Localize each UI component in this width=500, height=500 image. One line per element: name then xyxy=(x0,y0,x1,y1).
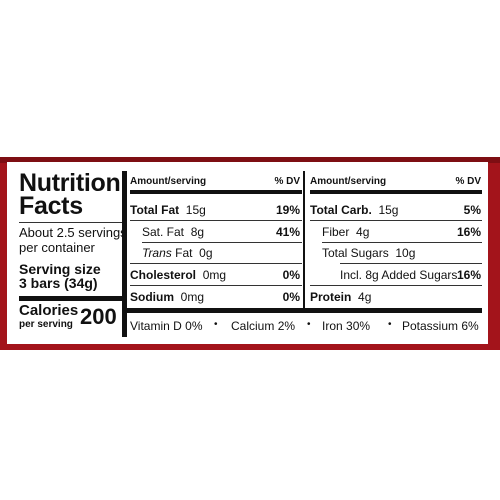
nutrient-name: Fiber xyxy=(322,225,350,239)
nutrient-amount: 0mg xyxy=(202,268,227,282)
bullet-separator: • xyxy=(307,319,311,330)
nutrient-name: Protein xyxy=(310,290,352,304)
nutrient-name: Total Sugars xyxy=(322,246,389,260)
table-vertical-rule xyxy=(303,171,305,310)
nutrient-name: Incl. 8g Added Sugars xyxy=(340,268,458,282)
row-divider xyxy=(310,285,482,286)
servings-per-container: About 2.5 servings per container xyxy=(19,225,127,255)
nutrient-amount: 4g xyxy=(356,225,370,239)
calories-top-rule xyxy=(19,296,122,301)
nutrition-label: Nutrition Facts About 2.5 servings per c… xyxy=(7,162,488,344)
serving-size-value: 3 bars (34g) xyxy=(19,275,98,291)
nutrient-amount: 8g xyxy=(190,225,205,239)
nutrient-cholesterol: Cholesterol 0mg xyxy=(130,268,226,282)
nutrient-trans-fat: Trans Fat 0g xyxy=(142,246,213,260)
right-header-dv: % DV xyxy=(455,176,481,187)
sat-fat-dv: 41% xyxy=(275,225,300,239)
nutrient-amount: 15g xyxy=(378,203,399,217)
nutrition-facts-title: Nutrition Facts xyxy=(19,169,121,220)
panel-vertical-rule xyxy=(122,171,127,337)
vitamin-name: Iron xyxy=(322,319,343,333)
vitamin-d: Vitamin D 0% xyxy=(130,319,202,333)
nutrient-total-fat: Total Fat 15g xyxy=(130,203,206,217)
row-divider xyxy=(310,220,482,221)
title-line-2: Facts xyxy=(19,192,83,220)
panel-divider xyxy=(19,222,122,223)
row-divider xyxy=(130,263,302,264)
total-fat-dv: 19% xyxy=(275,203,300,217)
nutrient-added-sugars: Incl. 8g Added Sugars xyxy=(340,268,457,282)
nutrient-amount: 0mg xyxy=(180,290,205,304)
vitamin-value: 30% xyxy=(346,319,371,333)
servings-line-1: About 2.5 servings xyxy=(19,225,127,240)
row-divider xyxy=(130,285,302,286)
total-carb-dv: 5% xyxy=(463,203,481,217)
nutrient-total-sugars: Total Sugars 10g xyxy=(322,246,415,260)
nutrient-name: Trans xyxy=(142,246,172,260)
vitamin-potassium: Potassium 6% xyxy=(402,319,479,333)
nutrient-amount: 10g xyxy=(395,246,416,260)
vitamin-name: Potassium xyxy=(402,319,459,333)
left-header-amount: Amount/serving xyxy=(130,176,207,187)
nutrient-name: Cholesterol xyxy=(130,268,197,282)
nutrient-name-suffix: Fat xyxy=(175,246,193,260)
nutrient-name: Sodium xyxy=(130,290,174,304)
vitamin-value: 0% xyxy=(185,319,203,333)
servings-line-2: per container xyxy=(19,240,95,255)
sodium-dv: 0% xyxy=(282,290,300,304)
left-header-dv: % DV xyxy=(274,176,300,187)
nutrient-protein: Protein 4g xyxy=(310,290,371,304)
nutrient-name: Total Fat xyxy=(130,203,180,217)
nutrient-sodium: Sodium 0mg xyxy=(130,290,204,304)
left-header-rule xyxy=(130,190,302,194)
vitamin-value: 6% xyxy=(461,319,479,333)
calories-sub-label: per serving xyxy=(19,319,73,330)
serving-size: Serving size 3 bars (34g) xyxy=(19,262,101,290)
row-divider xyxy=(340,263,482,264)
row-divider xyxy=(130,220,302,221)
row-divider xyxy=(142,242,302,243)
cholesterol-dv: 0% xyxy=(282,268,300,282)
vitamin-calcium: Calcium 2% xyxy=(231,319,295,333)
nutrient-amount: 15g xyxy=(185,203,206,217)
nutrient-fiber: Fiber 4g xyxy=(322,225,369,239)
right-header-amount: Amount/serving xyxy=(310,176,387,187)
vitamin-name: Vitamin D xyxy=(130,319,182,333)
calories-label: Calories xyxy=(19,302,79,319)
package-edge xyxy=(0,157,500,163)
vitamin-value: 2% xyxy=(277,319,296,333)
nutrient-amount: 0g xyxy=(199,246,213,260)
vitamins-top-rule xyxy=(127,308,482,313)
bullet-separator: • xyxy=(214,319,218,330)
right-header-rule xyxy=(310,190,482,194)
nutrient-name: Sat. Fat xyxy=(142,225,185,239)
nutrient-total-carb: Total Carb. 15g xyxy=(310,203,398,217)
bullet-separator: • xyxy=(388,319,392,330)
serving-size-label: Serving size xyxy=(19,261,101,277)
title-line-1: Nutrition xyxy=(19,169,121,197)
added-sugars-dv: 16% xyxy=(456,268,481,282)
fiber-dv: 16% xyxy=(456,225,481,239)
nutrient-name: Total Carb. xyxy=(310,203,372,217)
nutrient-amount: 4g xyxy=(358,290,372,304)
vitamin-iron: Iron 30% xyxy=(322,319,370,333)
vitamin-name: Calcium xyxy=(231,319,275,333)
row-divider xyxy=(322,242,482,243)
calories-value: 200 xyxy=(80,304,117,329)
nutrient-sat-fat: Sat. Fat 8g xyxy=(142,225,204,239)
